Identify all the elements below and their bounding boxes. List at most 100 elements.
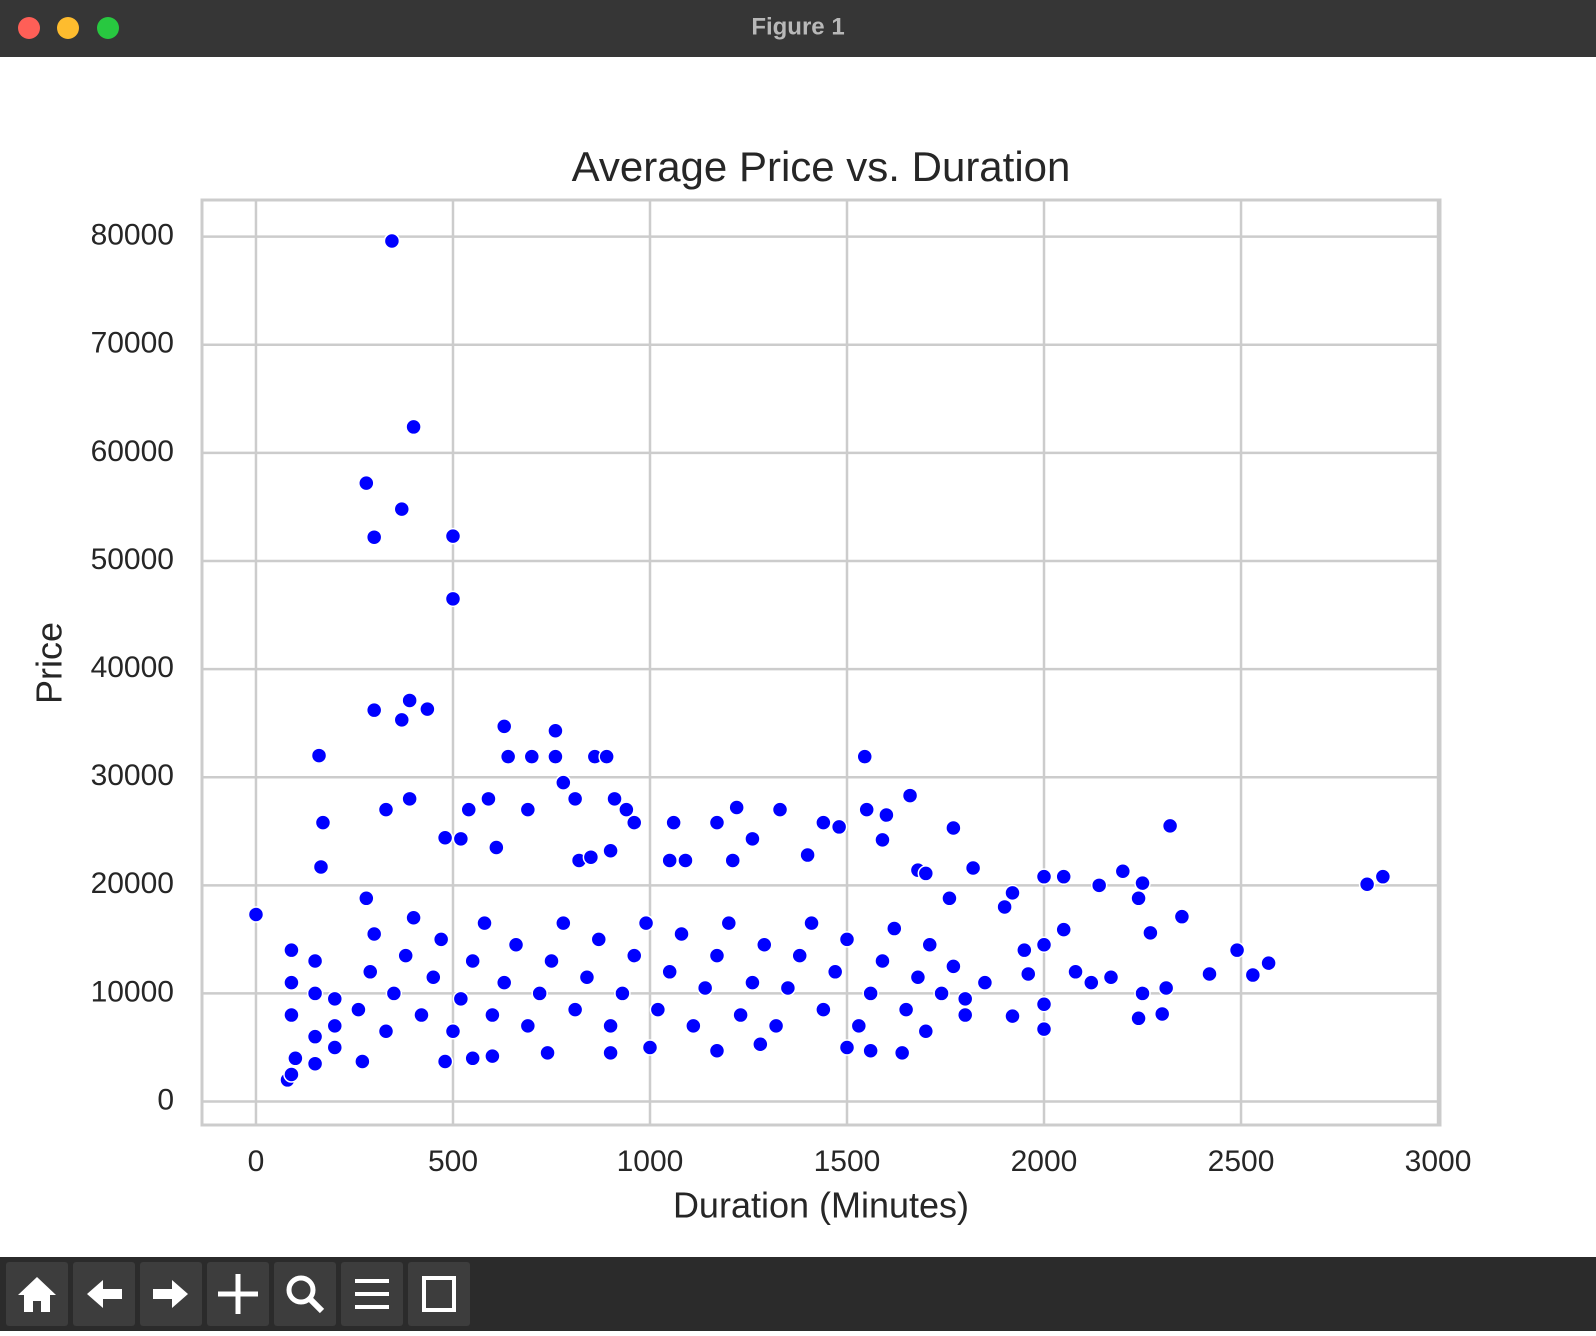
point bbox=[547, 748, 564, 765]
point bbox=[488, 839, 505, 856]
point bbox=[815, 814, 832, 831]
point bbox=[728, 799, 745, 816]
x-tick-label: 0 bbox=[248, 1145, 265, 1178]
point bbox=[1142, 924, 1159, 942]
point bbox=[771, 801, 789, 818]
point bbox=[361, 963, 379, 981]
point bbox=[1153, 1005, 1171, 1023]
point bbox=[452, 990, 470, 1008]
point bbox=[283, 974, 300, 991]
point bbox=[1374, 868, 1392, 885]
point bbox=[732, 1006, 749, 1024]
point bbox=[1090, 877, 1108, 894]
point bbox=[921, 936, 938, 954]
point bbox=[874, 952, 891, 970]
point bbox=[850, 1017, 868, 1035]
save-button[interactable] bbox=[408, 1262, 470, 1326]
point bbox=[519, 801, 537, 818]
point bbox=[625, 814, 643, 831]
point bbox=[306, 952, 324, 970]
point bbox=[425, 968, 442, 986]
point bbox=[397, 947, 414, 964]
point bbox=[432, 931, 450, 948]
point bbox=[752, 1035, 769, 1053]
zoom-button[interactable] bbox=[97, 17, 119, 39]
point bbox=[413, 1006, 430, 1024]
point bbox=[1161, 817, 1179, 835]
point bbox=[661, 852, 678, 869]
point bbox=[436, 829, 454, 846]
point bbox=[602, 842, 619, 859]
point bbox=[641, 1039, 659, 1056]
point bbox=[606, 790, 623, 808]
point bbox=[283, 1066, 300, 1083]
x-tick-label: 2000 bbox=[1011, 1145, 1078, 1178]
point bbox=[1244, 966, 1262, 984]
point bbox=[897, 1001, 915, 1018]
point bbox=[287, 1050, 304, 1067]
point bbox=[306, 985, 324, 1002]
point bbox=[1102, 968, 1120, 986]
point bbox=[310, 747, 328, 764]
y-tick-label: 20000 bbox=[91, 867, 174, 900]
point bbox=[484, 1047, 501, 1065]
x-tick-label: 2500 bbox=[1208, 1145, 1275, 1178]
point bbox=[1083, 974, 1100, 991]
point bbox=[405, 909, 422, 927]
point bbox=[480, 790, 497, 808]
y-tick-label: 10000 bbox=[91, 975, 174, 1008]
point bbox=[1035, 995, 1053, 1013]
point bbox=[377, 801, 395, 818]
point bbox=[724, 852, 741, 869]
point bbox=[354, 1053, 371, 1070]
point bbox=[1114, 863, 1132, 880]
point bbox=[452, 830, 470, 848]
point bbox=[744, 830, 761, 848]
point bbox=[358, 890, 375, 907]
point bbox=[1201, 965, 1218, 983]
close-button[interactable] bbox=[18, 17, 40, 39]
point bbox=[956, 990, 974, 1008]
point bbox=[405, 418, 422, 436]
point bbox=[1067, 963, 1084, 981]
point bbox=[941, 890, 958, 907]
point bbox=[618, 801, 635, 818]
point bbox=[247, 906, 265, 923]
point bbox=[637, 914, 655, 932]
point bbox=[708, 814, 726, 831]
point bbox=[444, 1023, 462, 1040]
point bbox=[976, 974, 994, 991]
point bbox=[507, 936, 525, 954]
y-tick-label: 40000 bbox=[91, 651, 174, 684]
point bbox=[523, 748, 541, 765]
point bbox=[1016, 941, 1033, 959]
point bbox=[838, 931, 856, 948]
x-tick-label: 1500 bbox=[814, 1145, 881, 1178]
zoom-tool-button[interactable] bbox=[274, 1262, 336, 1326]
point bbox=[555, 774, 572, 791]
y-tick-label: 30000 bbox=[91, 759, 174, 792]
point bbox=[945, 819, 962, 837]
back-icon bbox=[87, 1280, 122, 1308]
point bbox=[436, 1053, 454, 1070]
point bbox=[401, 692, 418, 709]
point bbox=[708, 1042, 726, 1059]
point bbox=[326, 1039, 344, 1056]
point bbox=[1260, 954, 1277, 972]
point bbox=[799, 846, 816, 864]
y-tick-label: 50000 bbox=[91, 543, 174, 576]
minimize-button[interactable] bbox=[57, 17, 79, 39]
point bbox=[677, 852, 694, 869]
point bbox=[312, 858, 330, 876]
point bbox=[661, 963, 678, 981]
point bbox=[401, 790, 418, 808]
point bbox=[830, 818, 848, 836]
point bbox=[495, 718, 513, 735]
grid bbox=[202, 200, 1440, 1125]
point bbox=[1228, 941, 1246, 959]
point bbox=[519, 1017, 537, 1035]
point bbox=[1358, 875, 1376, 893]
point bbox=[531, 985, 548, 1002]
point bbox=[858, 801, 875, 818]
